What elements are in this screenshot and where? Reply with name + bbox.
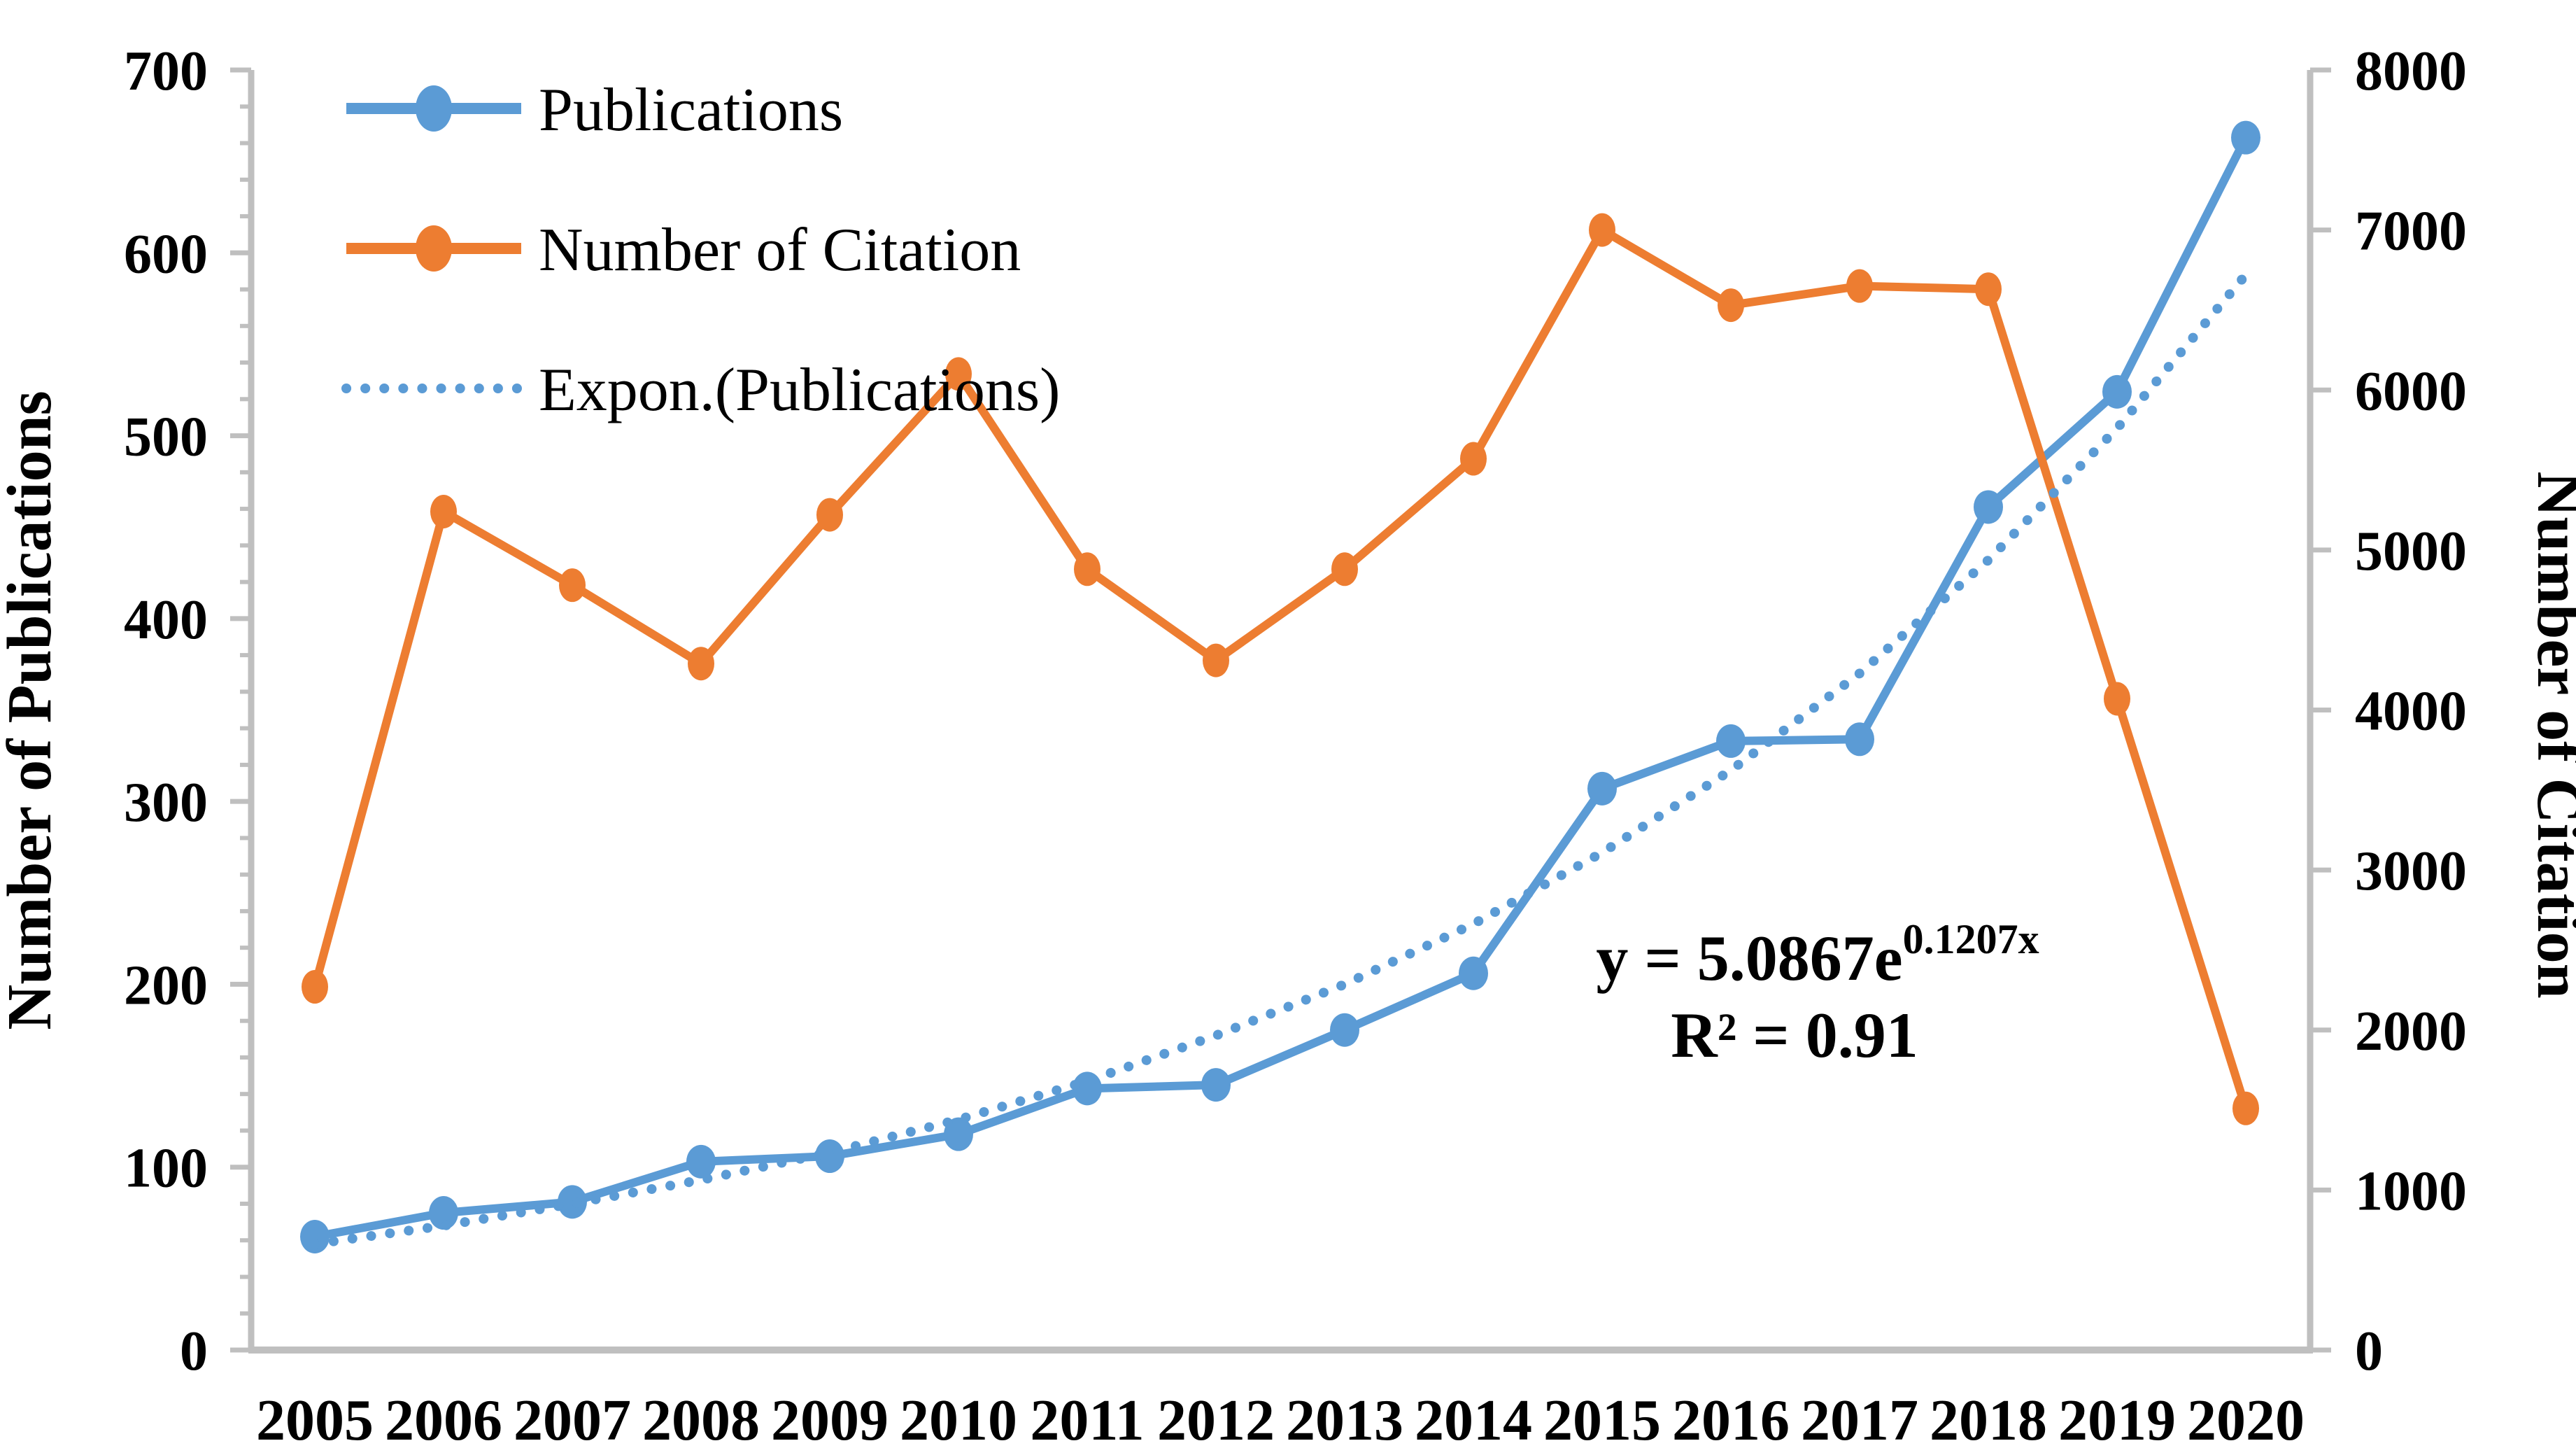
x-axis-year-label: 2017 <box>1801 1388 1918 1453</box>
citations-point <box>1718 288 1744 323</box>
publications-point <box>1974 490 2003 524</box>
publications-legend-marker-icon <box>416 85 452 132</box>
x-axis-year-label: 2006 <box>385 1388 502 1453</box>
tick-labels-layer: 0100200300400500600700010002000300040005… <box>124 41 2467 1453</box>
publications-line <box>311 133 2250 1242</box>
right-axis-tick-label: 4000 <box>2355 681 2467 743</box>
publications-point <box>429 1196 458 1230</box>
citations-point <box>430 495 457 529</box>
left-axis-title: Number of Publications <box>0 391 64 1029</box>
citations-point <box>1589 213 1615 247</box>
legend-label-trendline: Expon.(Publications) <box>539 356 1060 424</box>
legend-item-trendline: Expon.(Publications) <box>341 356 1060 424</box>
citations-point <box>1975 272 2002 307</box>
left-axis-tick-label: 100 <box>124 1138 208 1200</box>
publications-point <box>1330 1013 1359 1047</box>
right-axis-tick-label: 6000 <box>2355 360 2467 422</box>
citations-point <box>2104 682 2130 716</box>
right-axis-tick-label: 3000 <box>2355 841 2467 902</box>
legend-item-citations: Number of Citation <box>346 216 1021 284</box>
left-axis-tick-label: 600 <box>124 223 208 285</box>
citations-point <box>559 568 586 603</box>
x-axis-year-label: 2020 <box>2187 1388 2305 1453</box>
citations-legend-marker-icon <box>416 225 452 272</box>
publications-point <box>1716 724 1746 758</box>
publications-point <box>1587 771 1617 806</box>
right-axis-tick-label: 5000 <box>2355 521 2467 582</box>
legend-item-publications: Publications <box>346 76 843 144</box>
right-axis-tick-label: 8000 <box>2355 41 2467 102</box>
left-axis-tick-label: 400 <box>124 589 208 651</box>
citations-point <box>1203 643 1229 677</box>
right-axis-tick-label: 1000 <box>2355 1160 2467 1222</box>
left-axis-tick-label: 700 <box>124 41 208 102</box>
citations-line <box>311 225 2250 1113</box>
x-axis-year-label: 2005 <box>256 1388 374 1453</box>
x-axis-year-label: 2018 <box>1930 1388 2047 1453</box>
citations-point <box>1846 269 1873 303</box>
citations-point <box>2232 1091 2259 1125</box>
x-axis-year-label: 2015 <box>1543 1388 1661 1453</box>
citations-point <box>945 357 972 391</box>
publications-point <box>1845 722 1874 757</box>
right-axis-tick-label: 7000 <box>2355 201 2467 262</box>
right-axis-tick-label: 2000 <box>2355 1001 2467 1062</box>
citations-point <box>1460 442 1487 476</box>
citations-point <box>302 970 328 1004</box>
x-axis-year-label: 2011 <box>1030 1388 1144 1453</box>
x-axis-year-label: 2007 <box>514 1388 631 1453</box>
publications-point <box>944 1117 973 1151</box>
citations-point <box>1074 552 1101 586</box>
x-axis-year-label: 2010 <box>900 1388 1017 1453</box>
x-axis-year-label: 2008 <box>642 1388 760 1453</box>
trendline-equation: y = 5.0867e0.1207x R² = 0.91 <box>1596 916 2039 1071</box>
legend-label-citations: Number of Citation <box>539 216 1021 284</box>
left-axis-tick-label: 500 <box>124 407 208 468</box>
r-squared-text: R² = 0.91 <box>1671 999 1918 1071</box>
left-axis-tick-label: 300 <box>124 772 208 834</box>
left-axis-tick-label: 200 <box>124 955 208 1016</box>
axes-layer <box>230 67 2331 1354</box>
series-layer <box>300 120 2260 1254</box>
publications-point <box>300 1220 330 1254</box>
publications-point <box>2102 374 2132 409</box>
x-axis-year-label: 2014 <box>1415 1388 1532 1453</box>
citations-point <box>1331 552 1358 586</box>
publications-point <box>1459 956 1488 990</box>
legend: Publications Number of Citation Expon.(P… <box>341 76 1060 424</box>
citations-point <box>816 498 843 532</box>
left-axis-tick-label: 0 <box>180 1321 208 1382</box>
x-axis-year-label: 2012 <box>1157 1388 1275 1453</box>
right-axis-tick-label: 0 <box>2355 1321 2383 1382</box>
right-axis-title: Number of Citation <box>2524 471 2576 998</box>
publications-point <box>1201 1068 1231 1102</box>
legend-label-publications: Publications <box>539 76 843 144</box>
citations-point <box>688 647 714 681</box>
publications-point <box>2231 120 2260 155</box>
x-axis-year-label: 2013 <box>1286 1388 1403 1453</box>
publications-point <box>686 1144 716 1179</box>
expon-trendline <box>310 269 2251 1249</box>
x-axis-year-label: 2019 <box>2058 1388 2176 1453</box>
x-axis-year-label: 2016 <box>1672 1388 1790 1453</box>
x-axis-year-label: 2009 <box>771 1388 889 1453</box>
equation-text: y = 5.0867e0.1207x <box>1596 916 2039 994</box>
